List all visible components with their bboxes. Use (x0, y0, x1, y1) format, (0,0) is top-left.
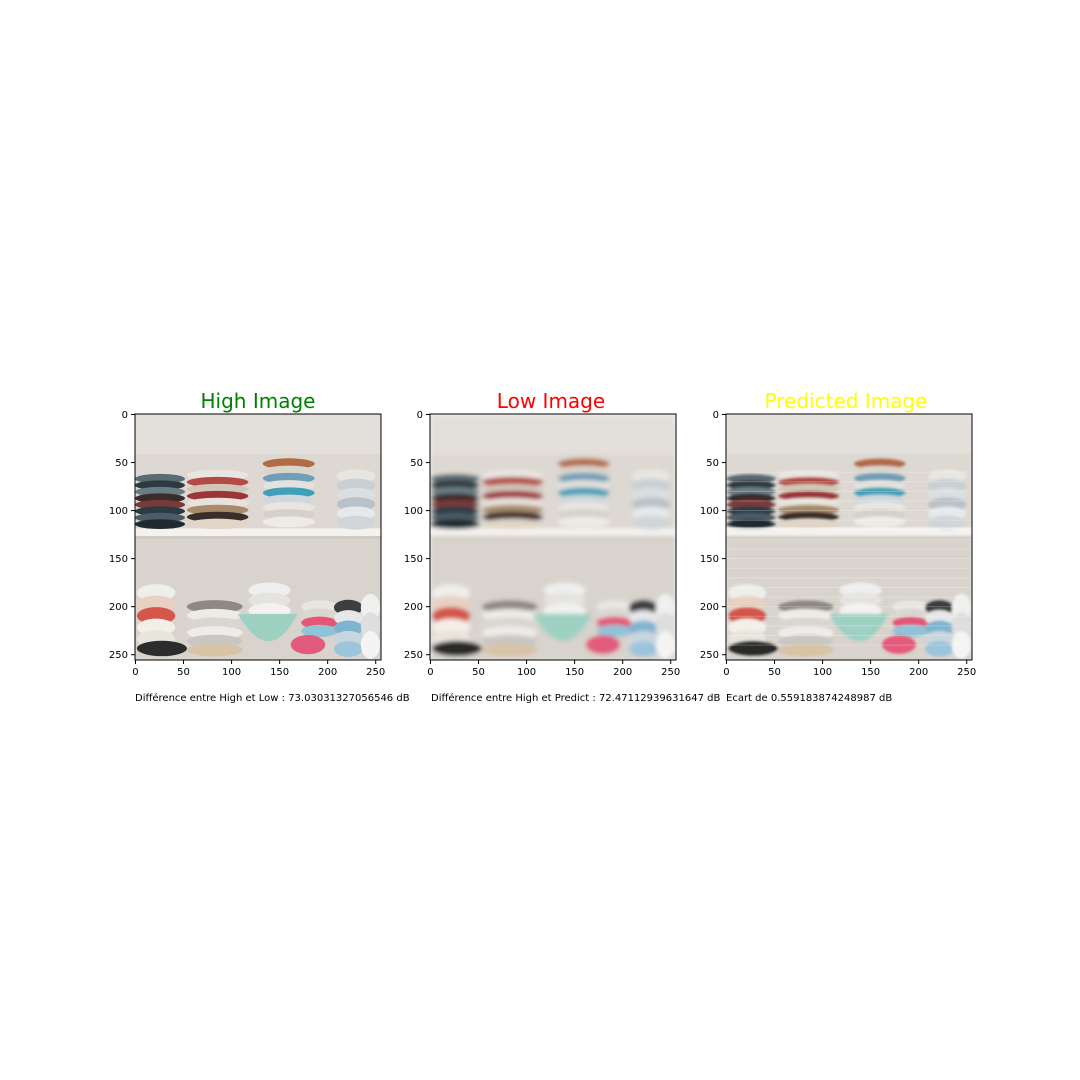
x-tick-label: 100 (813, 667, 832, 678)
y-tick-label: 200 (700, 602, 719, 613)
y-tick-label: 50 (115, 458, 128, 469)
x-tick-label: 250 (366, 667, 385, 678)
y-tick-label: 250 (700, 650, 719, 661)
x-tick-label: 0 (723, 667, 729, 678)
y-tick-label: 100 (700, 506, 719, 517)
y-tick-label: 100 (404, 506, 423, 517)
x-tick-label: 200 (613, 667, 632, 678)
psnr-caption: Différence entre High et Predict : 72.47… (431, 693, 721, 704)
y-tick-label: 150 (404, 554, 423, 565)
axes-frame (725, 413, 973, 661)
axes-frame (134, 413, 382, 661)
y-tick-label: 0 (417, 410, 423, 421)
x-tick-label: 0 (132, 667, 138, 678)
x-tick-label: 50 (768, 667, 781, 678)
x-tick-label: 50 (472, 667, 485, 678)
y-tick-label: 200 (404, 602, 423, 613)
y-tick-label: 0 (713, 410, 719, 421)
x-tick-label: 200 (909, 667, 928, 678)
x-tick-label: 100 (222, 667, 241, 678)
y-tick-label: 50 (706, 458, 719, 469)
psnr-caption: Ecart de 0.559183874248987 dB (726, 693, 893, 704)
y-tick-label: 50 (410, 458, 423, 469)
psnr-caption: Différence entre High et Low : 73.030313… (135, 693, 410, 704)
x-tick-label: 200 (318, 667, 337, 678)
x-tick-label: 150 (565, 667, 584, 678)
y-tick-label: 250 (109, 650, 128, 661)
panel-title: Low Image (496, 389, 606, 413)
y-tick-label: 150 (700, 554, 719, 565)
y-tick-label: 250 (404, 650, 423, 661)
panel-title: High Image (200, 389, 316, 413)
x-tick-label: 50 (177, 667, 190, 678)
x-tick-label: 0 (427, 667, 433, 678)
photo-image (430, 414, 676, 660)
y-tick-label: 150 (109, 554, 128, 565)
x-tick-label: 100 (517, 667, 536, 678)
photo-image (726, 414, 972, 660)
y-tick-label: 100 (109, 506, 128, 517)
panel-title: Predicted Image (764, 389, 928, 413)
y-tick-label: 0 (122, 410, 128, 421)
x-tick-label: 150 (270, 667, 289, 678)
x-tick-label: 150 (861, 667, 880, 678)
axes-frame (429, 413, 677, 661)
x-tick-label: 250 (957, 667, 976, 678)
y-tick-label: 200 (109, 602, 128, 613)
photo-image (135, 414, 381, 660)
x-tick-label: 250 (661, 667, 680, 678)
